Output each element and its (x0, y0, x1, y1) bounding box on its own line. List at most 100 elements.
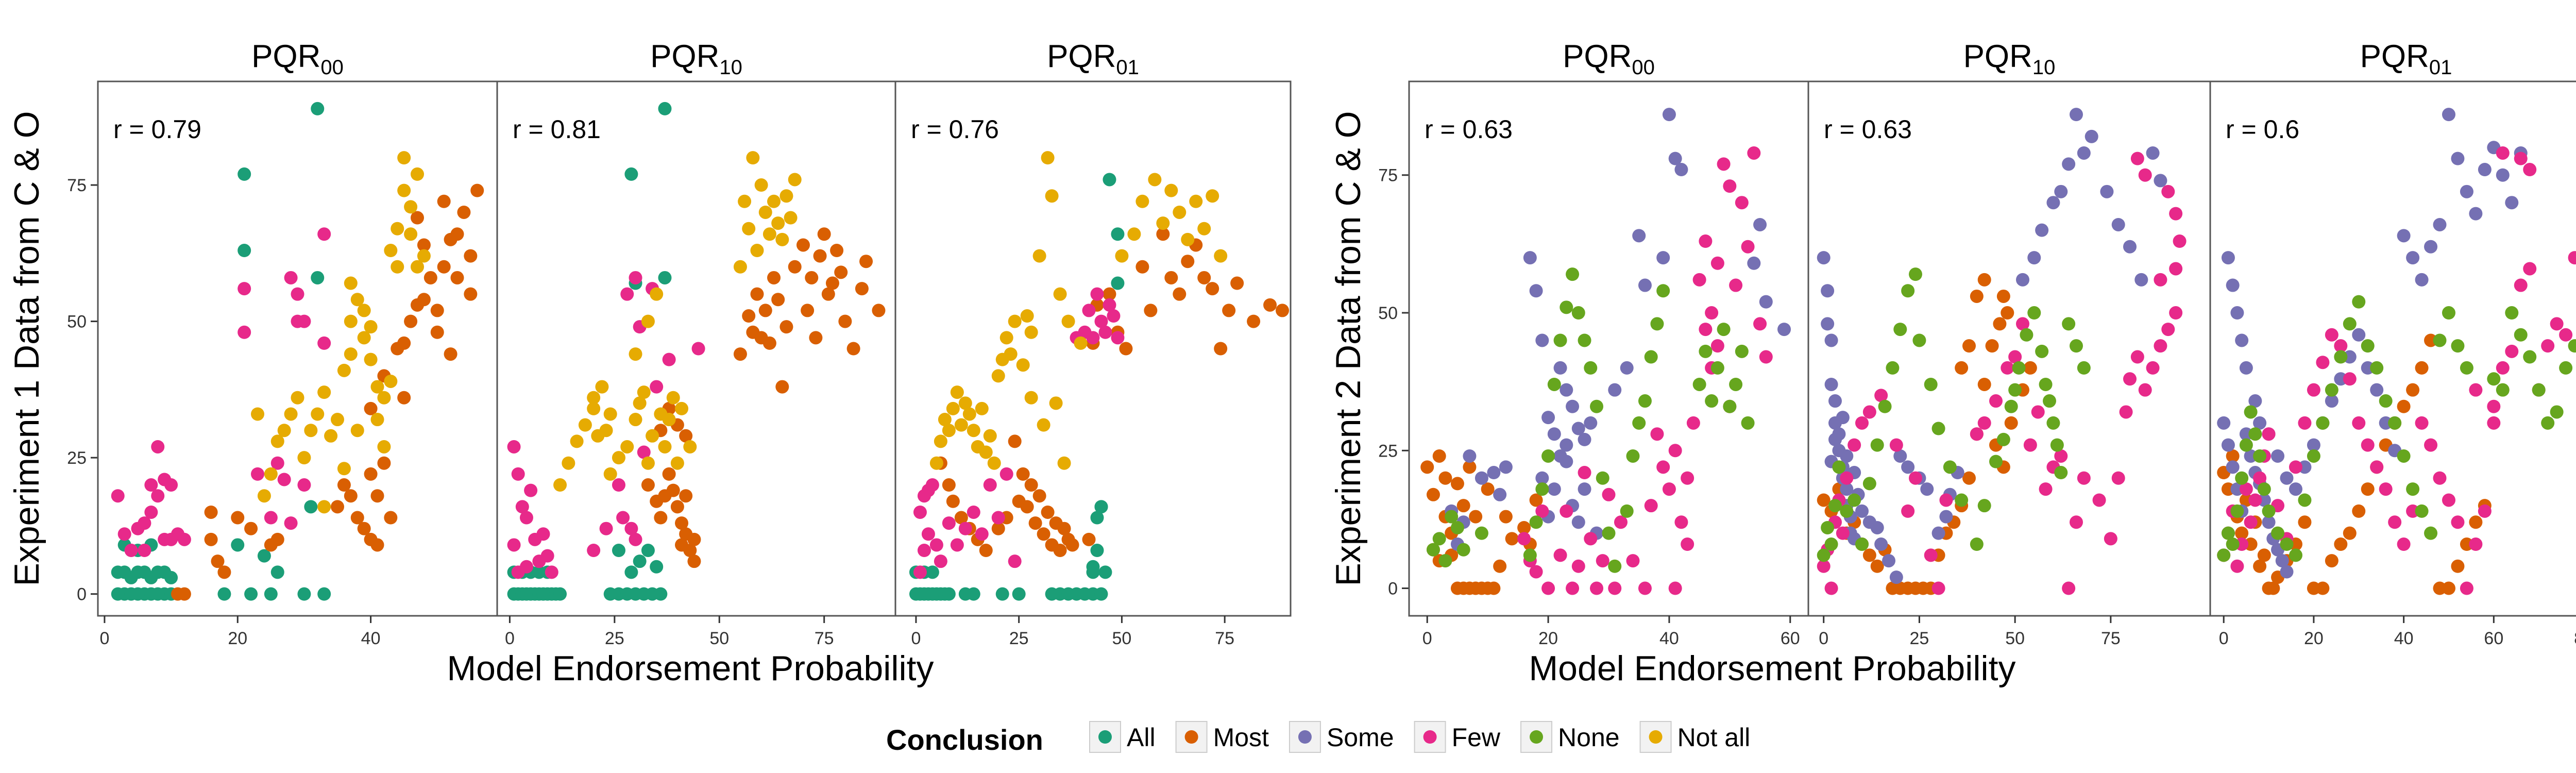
point-not-all (1041, 151, 1055, 165)
point-few (1874, 389, 1888, 402)
point-none (2062, 317, 2076, 331)
point-all (967, 587, 980, 601)
point-all (164, 570, 178, 584)
point-few (138, 516, 151, 530)
point-few (1674, 515, 1688, 529)
point-none (1705, 394, 1719, 408)
point-none (2415, 504, 2429, 518)
point-some (1939, 510, 1953, 524)
point-most (370, 489, 384, 503)
point-not-all (397, 183, 411, 197)
correlation-label: r = 0.81 (513, 115, 601, 144)
point-some (1523, 251, 1537, 265)
point-not-all (331, 413, 344, 427)
point-none (1862, 477, 1876, 491)
point-not-all (775, 232, 789, 246)
point-not-all (987, 456, 1001, 470)
point-none (1584, 361, 1598, 375)
point-not-all (650, 287, 664, 301)
point-some (2230, 306, 2244, 320)
point-none (2532, 383, 2546, 397)
point-few (917, 544, 931, 558)
point-some (1920, 482, 1934, 496)
point-most (1156, 227, 1170, 241)
point-most (2406, 383, 2420, 397)
point-some (1824, 377, 1838, 391)
legend-label: All (1127, 723, 1156, 752)
point-few (1924, 548, 1938, 562)
point-few (1848, 438, 1861, 452)
point-few (1590, 581, 1604, 595)
point-not-all (784, 211, 798, 225)
point-few (2505, 344, 2519, 358)
figure-group-2: Experiment 2 Data from C & O 0 25 50 75 Model… (1329, 39, 2576, 688)
point-none (1924, 377, 1938, 391)
point-some (1529, 284, 1543, 298)
point-not-all (391, 260, 404, 274)
point-few (929, 538, 943, 552)
point-most (357, 522, 371, 535)
point-not-all (317, 500, 331, 514)
point-most (1206, 282, 1219, 296)
point-some (2442, 108, 2455, 122)
point-not-all (1074, 336, 1088, 350)
panel-pqr01: PQR01 r = 0.76 0 25 50 75 (894, 39, 1292, 648)
panel-title: PQR01 (2360, 39, 2452, 79)
point-few (1517, 532, 1531, 546)
panel-pqr10: PQR10 r = 0.81 0 25 50 75 (496, 39, 896, 648)
point-all (297, 587, 311, 601)
point-not-all (364, 352, 378, 366)
point-some (1632, 229, 1646, 243)
point-none (2054, 466, 2068, 480)
point-all (1098, 565, 1112, 579)
point-few (599, 522, 613, 535)
point-few (958, 522, 972, 535)
point-few (2424, 438, 2438, 452)
point-most (1041, 505, 1055, 519)
point-not-all (1197, 222, 1211, 236)
point-most (1481, 482, 1495, 496)
point-some (1578, 482, 1591, 496)
point-most (1119, 342, 1133, 356)
legend-item-few: Few (1414, 721, 1501, 753)
point-not-all (662, 413, 676, 427)
point-none (1901, 284, 1915, 298)
panel-pqr01: PQR01 r = 0.6 0 20 40 60 80 (2209, 39, 2576, 648)
point-few (2161, 184, 2175, 198)
point-most (204, 532, 218, 546)
point-few (1008, 554, 1022, 568)
point-all (244, 587, 258, 601)
point-few (1662, 482, 1676, 496)
point-all (942, 587, 956, 601)
point-most (2023, 361, 2037, 375)
point-not-all (344, 347, 358, 361)
point-none (2271, 526, 2285, 540)
point-most (775, 380, 789, 394)
point-some (1893, 449, 1907, 463)
point-none (2541, 416, 2555, 430)
legend-swatch (1098, 730, 1112, 744)
point-most (364, 401, 378, 415)
point-not-all (934, 434, 947, 448)
legend-swatch (1649, 730, 1663, 744)
point-few (934, 554, 947, 568)
point-most (654, 511, 668, 525)
point-most (377, 456, 391, 470)
point-few (1626, 554, 1640, 568)
point-some (1487, 466, 1501, 480)
point-none (1626, 449, 1640, 463)
point-most (217, 565, 231, 579)
point-few (2514, 278, 2528, 292)
point-none (1848, 493, 1861, 507)
point-all (1086, 560, 1100, 574)
point-most (444, 347, 457, 361)
point-none (2307, 449, 2320, 463)
point-not-all (562, 456, 575, 470)
point-few (124, 544, 138, 558)
legend-item-not-all: Not all (1639, 721, 1751, 753)
legend-label: Not all (1677, 723, 1751, 752)
point-some (2154, 174, 2167, 188)
point-none (1817, 548, 1831, 562)
point-most (1173, 287, 1187, 301)
point-most (457, 205, 471, 219)
